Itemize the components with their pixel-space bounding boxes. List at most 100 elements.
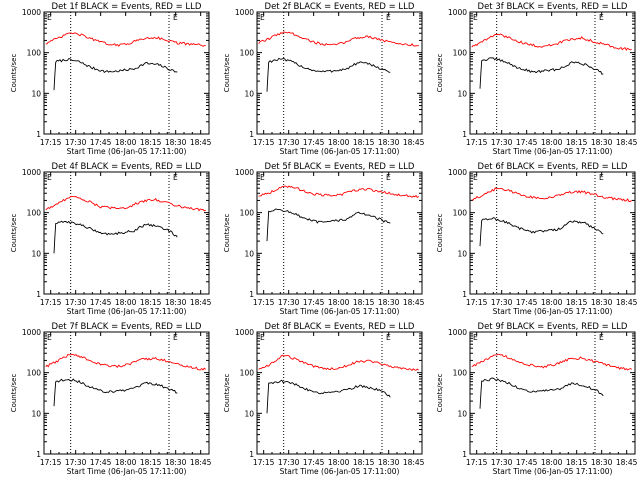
series-line-black	[53, 220, 178, 254]
x-tick-label: 18:15	[140, 458, 162, 467]
x-axis-label: Start Time (06-Jan-05 17:11:00)	[493, 467, 613, 476]
event-marker-label: E	[599, 13, 604, 22]
y-tick-label: 1000	[235, 328, 254, 337]
y-axis-label: Counts/sec	[436, 374, 444, 413]
x-tick-label: 18:15	[353, 298, 375, 307]
plot-frame	[256, 331, 423, 455]
y-tick-label: 100	[240, 369, 255, 378]
x-tick-label: 18:45	[190, 298, 212, 307]
plot-frame	[43, 171, 210, 295]
x-tick-label: 18:00	[541, 138, 563, 147]
x-tick-label: 18:45	[403, 138, 425, 147]
event-marker-label: E	[260, 13, 265, 22]
y-tick-label: 1	[249, 290, 254, 299]
y-tick-label: 10	[31, 249, 41, 258]
plot-frame	[469, 11, 636, 135]
x-axis-label: Start Time (06-Jan-05 17:11:00)	[493, 307, 613, 316]
x-tick-label: 18:45	[190, 458, 212, 467]
x-tick-label: 18:15	[140, 298, 162, 307]
event-marker-label: E	[47, 173, 52, 182]
y-tick-label: 100	[240, 49, 255, 58]
y-tick-label: 100	[27, 209, 42, 218]
y-tick-label: 1000	[22, 8, 41, 17]
y-tick-label: 1	[36, 130, 41, 139]
x-tick-label: 17:15	[253, 138, 275, 147]
x-axis-label: Start Time (06-Jan-05 17:11:00)	[280, 147, 400, 156]
y-tick-label: 100	[27, 49, 42, 58]
x-tick-label: 17:45	[303, 458, 325, 467]
x-tick-label: 17:45	[90, 458, 112, 467]
x-tick-label: 17:45	[90, 298, 112, 307]
y-tick-label: 10	[31, 89, 41, 98]
x-tick-label: 17:30	[65, 298, 87, 307]
y-tick-label: 100	[453, 49, 468, 58]
chart-title: Det 4f BLACK = Events, RED = LLD	[52, 162, 202, 172]
event-marker-label: E	[47, 13, 52, 22]
x-tick-label: 18:45	[403, 298, 425, 307]
y-tick-label: 1000	[448, 8, 467, 17]
y-tick-label: 10	[244, 409, 254, 418]
x-tick-label: 18:45	[403, 458, 425, 467]
x-tick-label: 17:45	[90, 138, 112, 147]
x-tick-label: 17:30	[278, 138, 300, 147]
x-axis-label: Start Time (06-Jan-05 17:11:00)	[493, 147, 613, 156]
x-tick-label: 18:30	[591, 138, 613, 147]
x-tick-label: 18:45	[190, 138, 212, 147]
y-tick-label: 1	[36, 450, 41, 459]
x-tick-label: 17:15	[40, 458, 62, 467]
event-marker-label: E	[173, 173, 178, 182]
x-tick-label: 18:15	[566, 298, 588, 307]
series-line-black	[266, 57, 391, 92]
y-tick-label: 10	[457, 249, 467, 258]
x-tick-label: 18:15	[566, 138, 588, 147]
y-tick-label: 1	[462, 450, 467, 459]
y-axis-label: Counts/sec	[223, 214, 231, 253]
plot-frame	[43, 11, 210, 135]
x-tick-label: 18:00	[328, 458, 350, 467]
chart-title: Det 5f BLACK = Events, RED = LLD	[265, 162, 415, 172]
y-tick-label: 10	[457, 89, 467, 98]
series-line-black	[479, 57, 604, 89]
x-tick-label: 18:45	[616, 298, 638, 307]
y-axis-label: Counts/sec	[223, 374, 231, 413]
x-tick-label: 17:30	[278, 458, 300, 467]
plot-frame	[469, 331, 636, 455]
x-tick-label: 17:15	[466, 458, 488, 467]
event-marker-label: E	[473, 13, 478, 22]
event-marker-label: E	[386, 173, 391, 182]
series-line-red	[258, 185, 419, 199]
y-tick-label: 10	[457, 409, 467, 418]
event-marker-label: E	[599, 333, 604, 342]
y-axis-label: Counts/sec	[10, 214, 18, 253]
x-axis-label: Start Time (06-Jan-05 17:11:00)	[67, 467, 187, 476]
y-axis-label: Counts/sec	[436, 214, 444, 253]
y-tick-label: 1000	[448, 328, 467, 337]
chart-title: Det 2f BLACK = Events, RED = LLD	[265, 2, 415, 12]
y-tick-label: 100	[240, 209, 255, 218]
y-axis-label: Counts/sec	[10, 374, 18, 413]
x-tick-label: 17:30	[491, 458, 513, 467]
series-line-red	[471, 187, 632, 202]
y-tick-label: 1	[249, 130, 254, 139]
x-tick-label: 18:00	[541, 298, 563, 307]
x-tick-label: 17:30	[65, 458, 87, 467]
x-tick-label: 17:45	[516, 298, 538, 307]
series-line-red	[258, 354, 419, 372]
y-tick-label: 10	[31, 409, 41, 418]
x-tick-label: 18:30	[165, 458, 187, 467]
x-tick-label: 17:45	[303, 138, 325, 147]
chart-title: Det 7f BLACK = Events, RED = LLD	[52, 322, 202, 332]
x-tick-label: 17:15	[466, 138, 488, 147]
x-tick-label: 18:30	[591, 298, 613, 307]
x-tick-label: 17:30	[65, 138, 87, 147]
x-tick-label: 18:45	[616, 138, 638, 147]
x-tick-label: 17:30	[278, 298, 300, 307]
event-marker-label: E	[260, 333, 265, 342]
